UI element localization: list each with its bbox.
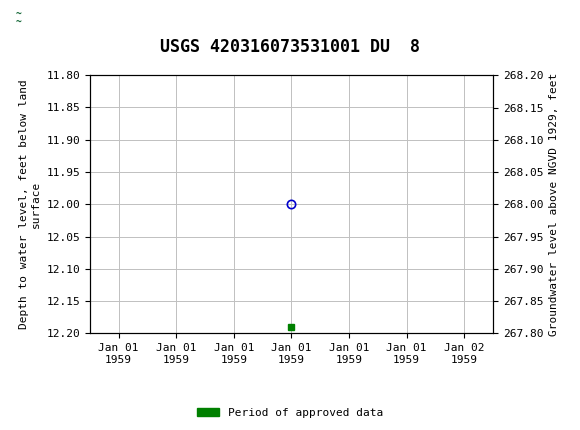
Text: ~
~: ~ ~ [16,9,21,27]
FancyBboxPatch shape [3,3,35,32]
Text: USGS: USGS [44,9,99,27]
Y-axis label: Groundwater level above NGVD 1929, feet: Groundwater level above NGVD 1929, feet [549,73,559,336]
Y-axis label: Depth to water level, feet below land
surface: Depth to water level, feet below land su… [19,80,41,329]
Text: USGS 420316073531001 DU  8: USGS 420316073531001 DU 8 [160,38,420,56]
Legend: Period of approved data: Period of approved data [193,403,387,422]
